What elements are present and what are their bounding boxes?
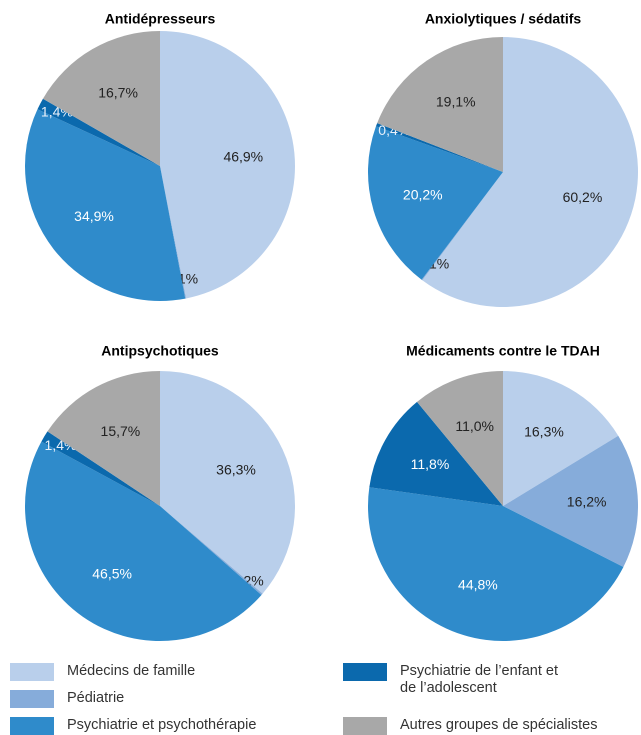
data-label: 16,2% [567,493,607,509]
data-label: 36,3% [216,462,256,478]
legend-swatch [343,663,387,681]
legend-label: Psychiatrie et psychothérapie [67,717,257,733]
data-label: 16,7% [98,84,138,100]
pie-slice [41,431,160,506]
legend-swatch [10,690,54,708]
data-label: 11,0% [455,418,494,434]
legend-item: Médecins de famille [10,663,307,681]
pie-slice [25,109,186,301]
legend-label: Autres groupes de spécialistes [400,717,598,733]
legend-item: Autres groupes de spécialistes [343,717,640,735]
legend-item: Pédiatrie [10,690,307,708]
legend-swatch [10,663,54,681]
pie-slice [417,371,503,506]
legend-swatch [343,717,387,735]
pie-slice [369,401,503,506]
data-label: 34,9% [74,208,114,224]
pie-slice [25,441,262,641]
pie-slice [422,37,639,307]
legend-swatch [10,717,54,735]
legend-label: Médecins de famille [67,663,196,679]
data-label: 16,3% [524,424,564,440]
charts: Antidépresseurs46,9%0,1%34,9%1,4%16,7%An… [25,11,639,642]
pie-slice [503,371,619,506]
legend-item: Psychiatrie et psychothérapie [10,717,307,735]
data-label: 20,2% [403,187,443,203]
pie-slice [368,126,503,280]
chart-title: Antidépresseurs [105,11,216,27]
pie-slice [160,166,187,299]
chart-title: Médicaments contre le TDAH [406,343,600,359]
pie-slice [160,31,296,299]
pie-slice [160,371,295,594]
pie-slice [377,37,503,172]
data-label: 44,8% [458,577,498,593]
data-label: 15,7% [101,423,141,439]
pie-slice [421,172,503,281]
data-label: 60,2% [563,189,603,205]
pie-slice [47,371,161,506]
legend-item: Psychiatrie de l’enfant et de l’adolesce… [343,663,570,697]
chart-title: Antipsychotiques [101,343,219,359]
pie-slice [37,98,160,166]
pie-slice [160,506,263,596]
pie-slice [375,123,503,172]
data-label: 11,8% [411,456,450,472]
pie-slice [503,435,638,568]
legend-label: Pédiatrie [67,690,125,706]
legend-label: Psychiatrie de l’enfant et de l’adolesce… [400,663,558,696]
data-label: 46,9% [223,149,263,165]
pie-slice [42,31,161,166]
data-label: 19,1% [436,94,476,110]
chart-title: Anxiolytiques / sédatifs [425,11,582,27]
data-label: 46,5% [92,565,132,581]
pie-slice [368,487,624,642]
